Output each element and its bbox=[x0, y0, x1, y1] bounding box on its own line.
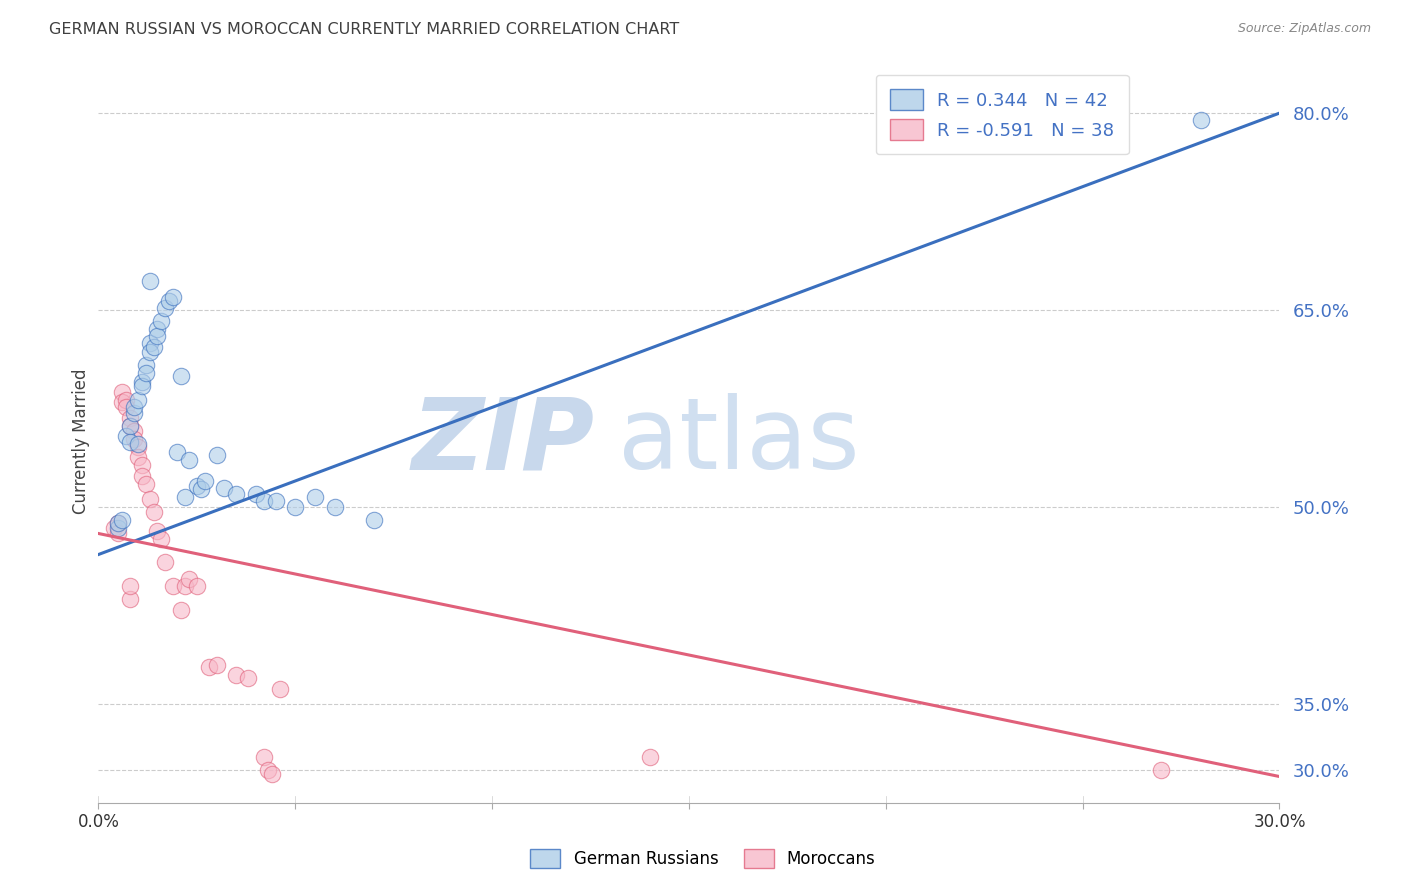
Point bbox=[225, 668, 247, 682]
Point bbox=[170, 603, 193, 617]
Point bbox=[190, 482, 212, 496]
Point bbox=[146, 524, 169, 538]
Point bbox=[162, 579, 184, 593]
Text: ZIP: ZIP bbox=[412, 393, 595, 490]
Point bbox=[118, 410, 141, 425]
Point bbox=[284, 500, 307, 515]
Legend: German Russians, Moroccans: German Russians, Moroccans bbox=[524, 842, 882, 875]
Point bbox=[264, 493, 287, 508]
Point bbox=[1189, 112, 1212, 127]
Point bbox=[214, 481, 236, 495]
Point bbox=[118, 418, 141, 433]
Point bbox=[131, 458, 153, 473]
Point bbox=[162, 290, 184, 304]
Point bbox=[150, 314, 173, 328]
Point bbox=[115, 429, 138, 443]
Point bbox=[186, 579, 208, 593]
Point bbox=[122, 406, 145, 420]
Point bbox=[131, 379, 153, 393]
Point bbox=[118, 579, 141, 593]
Point bbox=[127, 392, 149, 407]
Point bbox=[115, 401, 138, 415]
Point bbox=[186, 479, 208, 493]
Point bbox=[363, 513, 385, 527]
Point bbox=[107, 516, 129, 530]
Point bbox=[107, 516, 129, 530]
Point bbox=[253, 749, 276, 764]
Point bbox=[155, 555, 177, 569]
Point bbox=[157, 293, 180, 308]
Point bbox=[170, 368, 193, 383]
Point bbox=[225, 487, 247, 501]
Point bbox=[142, 506, 165, 520]
Point bbox=[256, 763, 278, 777]
Point bbox=[155, 301, 177, 315]
Point bbox=[111, 395, 134, 409]
Point bbox=[174, 579, 197, 593]
Point bbox=[253, 493, 276, 508]
Point bbox=[260, 767, 283, 781]
Point bbox=[131, 468, 153, 483]
Point bbox=[118, 418, 141, 433]
Point bbox=[118, 434, 141, 449]
Point bbox=[111, 513, 134, 527]
Point bbox=[205, 657, 228, 672]
Point bbox=[107, 526, 129, 541]
Point bbox=[107, 521, 129, 535]
Point bbox=[236, 671, 259, 685]
Point bbox=[118, 592, 141, 607]
Point bbox=[115, 392, 138, 407]
Point bbox=[111, 384, 134, 399]
Point bbox=[135, 366, 157, 380]
Text: Source: ZipAtlas.com: Source: ZipAtlas.com bbox=[1237, 22, 1371, 36]
Point bbox=[150, 532, 173, 546]
Point bbox=[304, 490, 326, 504]
Point bbox=[127, 440, 149, 454]
Point bbox=[323, 500, 346, 515]
Point bbox=[138, 274, 160, 288]
Point bbox=[194, 474, 217, 488]
Point bbox=[146, 329, 169, 343]
Point bbox=[135, 359, 157, 373]
Point bbox=[205, 448, 228, 462]
Point bbox=[127, 437, 149, 451]
Point bbox=[138, 492, 160, 507]
Point bbox=[138, 345, 160, 359]
Point bbox=[122, 424, 145, 438]
Point bbox=[138, 336, 160, 351]
Point bbox=[122, 401, 145, 415]
Point bbox=[245, 487, 267, 501]
Text: GERMAN RUSSIAN VS MOROCCAN CURRENTLY MARRIED CORRELATION CHART: GERMAN RUSSIAN VS MOROCCAN CURRENTLY MAR… bbox=[49, 22, 679, 37]
Point bbox=[135, 476, 157, 491]
Point bbox=[166, 445, 188, 459]
Point bbox=[174, 490, 197, 504]
Y-axis label: Currently Married: Currently Married bbox=[72, 368, 90, 515]
Point bbox=[142, 340, 165, 354]
Point bbox=[269, 681, 291, 696]
Text: atlas: atlas bbox=[619, 393, 859, 490]
Legend: R = 0.344   N = 42, R = -0.591   N = 38: R = 0.344 N = 42, R = -0.591 N = 38 bbox=[876, 75, 1129, 154]
Point bbox=[177, 453, 200, 467]
Point bbox=[122, 432, 145, 446]
Point bbox=[146, 321, 169, 335]
Point bbox=[127, 450, 149, 465]
Point bbox=[103, 521, 125, 535]
Point bbox=[1150, 763, 1173, 777]
Point bbox=[131, 376, 153, 390]
Point bbox=[638, 749, 661, 764]
Point bbox=[197, 660, 219, 674]
Point bbox=[177, 573, 200, 587]
